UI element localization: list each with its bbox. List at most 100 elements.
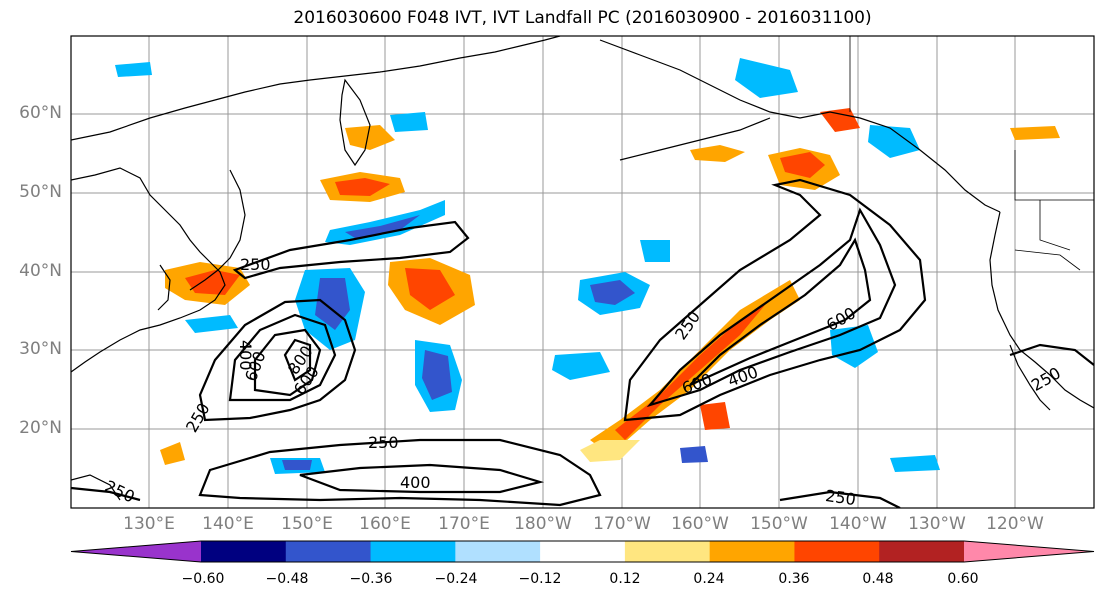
- positive-patch-japan-core: [185, 270, 240, 295]
- coast-aleutians: [619, 117, 771, 161]
- negative-patch-ne: [735, 58, 798, 98]
- colorbar-swatch: [455, 541, 541, 562]
- negative-patch-sub: [552, 352, 610, 380]
- colorbar-swatch: [624, 541, 711, 562]
- lon-label: 170°W: [593, 514, 651, 534]
- negative-patch-kuril-core: [345, 215, 420, 238]
- positive-patch-central-north-core: [405, 268, 455, 310]
- lon-label: 130°E: [123, 514, 175, 534]
- positive-patch-dateline: [160, 442, 185, 465]
- colorbar-tick-label: −0.48: [265, 571, 309, 587]
- positive-patch-okhotsk: [345, 125, 395, 150]
- positive-band-central-edge: [580, 440, 640, 462]
- lon-label: 120°W: [986, 514, 1044, 534]
- colorbar-swatch: [794, 541, 880, 562]
- map-title: 2016030600 F048 IVT, IVT Landfall PC (20…: [293, 8, 872, 28]
- lon-label: 140°W: [829, 514, 887, 534]
- negative-patch-alaska: [868, 125, 920, 158]
- contour-600-east: [689, 237, 872, 387]
- colorbar-swatch: [285, 541, 372, 562]
- negative-patch-east-mid-core: [590, 280, 635, 305]
- lon-label: 130°W: [908, 514, 966, 534]
- lat-label: 40°N: [19, 261, 62, 281]
- lat-label: 30°N: [19, 339, 62, 359]
- coast-asia: [71, 36, 561, 141]
- coast-japan: [189, 169, 246, 291]
- colorbar-tick-label: 0.12: [609, 571, 641, 587]
- colorbar-tick-label: 0.48: [862, 571, 894, 587]
- colorbar-swatch: [540, 541, 626, 562]
- lon-label: 160°E: [359, 514, 411, 534]
- map-frame: [70, 35, 1095, 509]
- positive-patch-canada: [1010, 126, 1060, 140]
- lat-label: 50°N: [19, 182, 62, 202]
- positive-patch-ne-core: [780, 152, 825, 178]
- negative-patch-far-east: [890, 455, 940, 472]
- colorbar-tick-label: 0.60: [947, 571, 979, 587]
- coast-baja: [1009, 344, 1051, 411]
- positive-patch-gulf: [820, 108, 860, 132]
- colorbar-tick-label: −0.24: [434, 571, 478, 587]
- colorbar-outline: [70, 540, 1095, 563]
- contour-600-west: [253, 328, 322, 397]
- contour-label: 250: [368, 433, 399, 452]
- coast-korea: [157, 264, 171, 311]
- lat-label: 60°N: [19, 103, 62, 123]
- contour-250-south: [198, 438, 602, 507]
- colorbar-swatch: [201, 541, 287, 562]
- colorbar-swatch: [709, 541, 795, 562]
- negative-patch-south-core: [282, 460, 312, 470]
- positive-patch-bering: [690, 145, 745, 162]
- contour-250-left: [71, 486, 141, 502]
- contour-250-bottom: [779, 490, 901, 508]
- colorbar: [70, 540, 1095, 563]
- contour-250-east: [623, 178, 927, 422]
- contour-label: 250: [824, 486, 857, 509]
- lon-label: 170°E: [438, 514, 490, 534]
- coast-asia-east: [71, 167, 226, 373]
- lon-label: 140°E: [202, 514, 254, 534]
- lon-label: 160°W: [671, 514, 729, 534]
- colorbar-tick-label: −0.12: [518, 571, 562, 587]
- contour-250-west-outer: [198, 298, 357, 422]
- negative-patch-mid-north: [640, 240, 670, 262]
- colorbar-swatch: [370, 541, 456, 562]
- negative-patch-kamchatka: [390, 112, 428, 132]
- positive-band-central-core: [615, 305, 765, 440]
- negative-patch-japan-sea: [185, 315, 238, 333]
- positive-patch-south-hawaii: [700, 402, 730, 430]
- colorbar-tick-label: −0.36: [349, 571, 393, 587]
- negative-patch-hawaii: [680, 446, 708, 463]
- contour-400-west: [228, 313, 337, 402]
- coastlines: [71, 36, 1094, 501]
- contour-label: 400: [400, 473, 431, 492]
- contour-400-south: [299, 463, 545, 494]
- contour-250-right: [1009, 343, 1094, 366]
- contour-400-east: [646, 207, 897, 408]
- contour-250-kuril: [232, 220, 470, 280]
- positive-patch-kuril-core: [335, 178, 390, 196]
- pc-shading: [115, 58, 1060, 474]
- borders: [849, 36, 1094, 271]
- contour-label: 400: [236, 340, 255, 371]
- colorbar-extend-high: [964, 541, 1094, 562]
- colorbar-tick-label: −0.60: [181, 571, 225, 587]
- lon-label: 150°E: [281, 514, 333, 534]
- lat-label: 20°N: [19, 418, 62, 438]
- colorbar-extend-low: [71, 541, 201, 562]
- colorbar-tick-label: 0.36: [778, 571, 810, 587]
- coast-kamchatka: [339, 78, 371, 167]
- negative-patch-se: [830, 325, 878, 368]
- colorbar-tick-label: 0.24: [693, 571, 725, 587]
- coast-na-west: [989, 211, 1094, 409]
- lon-label: 150°W: [750, 514, 808, 534]
- ivt-contours: [71, 178, 1094, 508]
- contour-800-west: [283, 338, 312, 382]
- contour-label: 250: [240, 255, 271, 274]
- coast-alaska: [599, 39, 1001, 213]
- negative-patch-central-core: [422, 350, 452, 400]
- lon-label: 180°W: [514, 514, 572, 534]
- colorbar-swatch: [879, 541, 965, 562]
- negative-patch-nw: [115, 62, 152, 77]
